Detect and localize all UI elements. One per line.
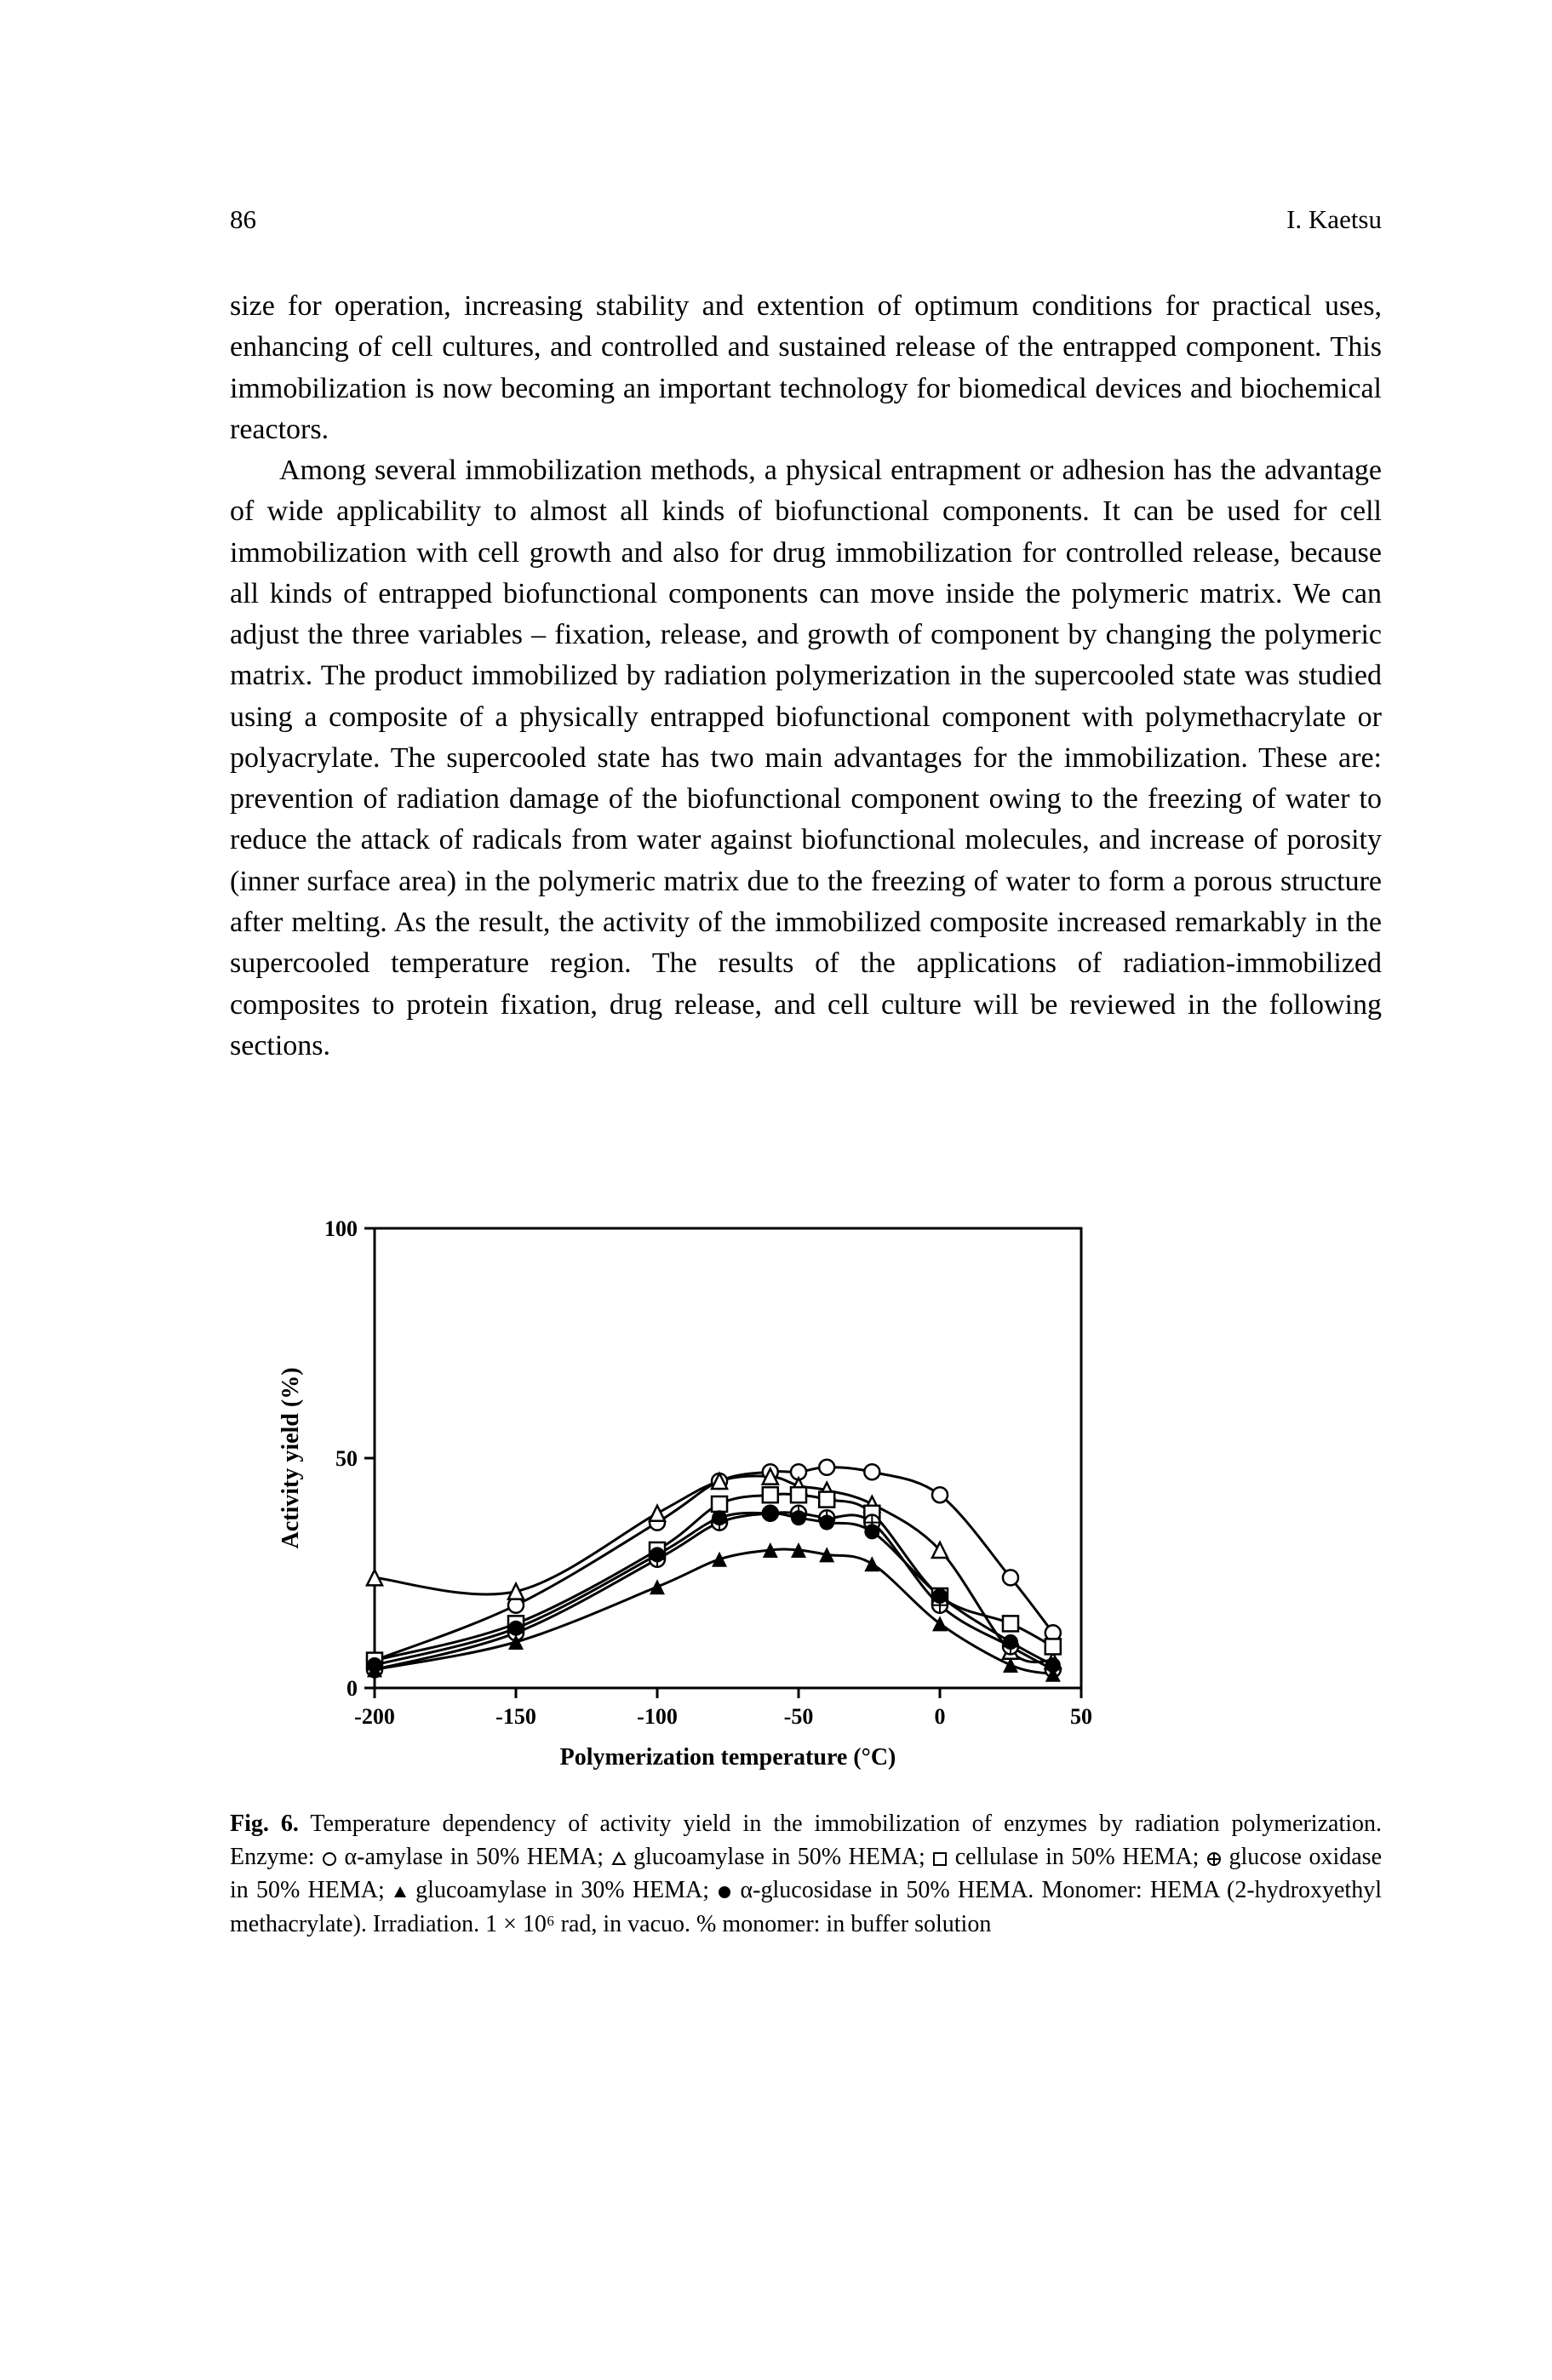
svg-text:100: 100 (324, 1216, 358, 1241)
chart: -200 -150 -100 -50 0 50 0 50 100 Polymerization t… (264, 1203, 1115, 1782)
circle-filled-icon (717, 1885, 732, 1900)
page: 86 I. Kaetsu size for operation, increas… (0, 0, 1552, 2380)
page-number: 86 (230, 204, 256, 235)
caption-s1: α-amylase in 50% HEMA; (337, 1844, 611, 1870)
page-header: 86 I. Kaetsu (230, 204, 1382, 235)
triangle-filled-icon (392, 1885, 408, 1900)
svg-text:-150: -150 (495, 1704, 536, 1729)
caption-s3: cellulase in 50% HEMA; (948, 1844, 1206, 1870)
caption-prefix: Fig. 6. (230, 1811, 299, 1837)
svg-text:0: 0 (935, 1704, 946, 1729)
caption-s5: glucoamylase in 30% HEMA; (408, 1877, 717, 1903)
circle-open-icon (322, 1851, 337, 1867)
paragraph-2: Among several immobilization methods, a … (230, 450, 1382, 1067)
figure-caption: Fig. 6. Temperature dependency of activi… (230, 1807, 1382, 1941)
svg-text:Polymerization temperature (°C: Polymerization temperature (°C) (560, 1744, 896, 1771)
svg-text:50: 50 (1070, 1704, 1092, 1729)
svg-text:-50: -50 (784, 1704, 814, 1729)
chart-svg: -200 -150 -100 -50 0 50 0 50 100 Polymerization t… (264, 1203, 1115, 1782)
svg-text:50: 50 (335, 1446, 358, 1471)
figure-6: -200 -150 -100 -50 0 50 0 50 100 Polymerization t… (230, 1203, 1382, 1941)
svg-text:0: 0 (346, 1676, 358, 1701)
author-name: I. Kaetsu (1286, 204, 1382, 235)
svg-text:Activity yield (%): Activity yield (%) (278, 1368, 304, 1549)
circle-plus-icon (1206, 1851, 1222, 1867)
svg-text:-200: -200 (354, 1704, 395, 1729)
body-text: size for operation, increasing stability… (230, 286, 1382, 1067)
triangle-open-icon (611, 1851, 627, 1867)
caption-s2: glucoamylase in 50% HEMA; (627, 1844, 933, 1870)
paragraph-1: size for operation, increasing stability… (230, 286, 1382, 450)
square-open-icon (932, 1851, 948, 1867)
svg-text:-100: -100 (637, 1704, 678, 1729)
